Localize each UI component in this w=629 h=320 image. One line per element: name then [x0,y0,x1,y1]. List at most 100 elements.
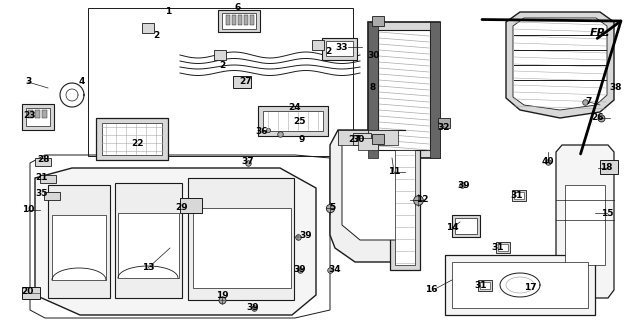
Text: 20: 20 [21,287,33,297]
Bar [358,138,378,150]
Bar [193,208,291,288]
Bar [42,110,47,118]
Bar [512,190,526,201]
Bar [438,118,450,128]
Bar [52,215,106,280]
Bar [496,242,510,253]
Bar [565,185,605,265]
Bar [102,123,162,155]
Bar [22,104,54,130]
Bar [445,255,595,315]
Bar [180,198,202,213]
Text: 31: 31 [492,243,504,252]
Bar [232,15,236,25]
Text: 15: 15 [601,209,613,218]
Bar [40,175,56,183]
Text: 10: 10 [22,205,34,214]
Bar [480,282,490,289]
Bar [478,280,492,291]
Text: 1: 1 [165,7,171,17]
Text: 5: 5 [329,203,335,212]
Bar [452,262,588,308]
Bar [368,22,378,158]
Bar [312,40,324,50]
Text: 21: 21 [36,173,48,182]
Bar [263,111,323,131]
Bar [368,22,440,158]
Polygon shape [342,143,410,240]
Text: FR.: FR. [590,28,611,38]
Bar [222,13,256,29]
Text: 38: 38 [610,83,622,92]
Polygon shape [556,145,614,298]
Text: 27: 27 [348,135,361,145]
Text: 18: 18 [599,164,612,172]
Text: 11: 11 [387,167,400,177]
Polygon shape [188,178,294,300]
Bar [455,218,477,234]
Bar [218,10,260,32]
Bar [452,215,480,237]
Bar [233,76,251,88]
Text: 2: 2 [325,47,331,57]
Bar [258,106,328,136]
Bar [250,15,254,25]
Bar [28,110,33,118]
Text: 37: 37 [242,157,254,166]
Text: 33: 33 [336,43,348,52]
Text: 27: 27 [240,77,252,86]
Bar [44,192,60,200]
Text: 23: 23 [24,110,36,119]
Bar [338,130,368,145]
Polygon shape [506,12,614,118]
Text: 17: 17 [524,283,537,292]
Polygon shape [115,183,182,298]
Bar [238,15,242,25]
Text: 25: 25 [294,117,306,126]
Bar [26,108,50,126]
Bar [35,158,51,166]
Text: 3: 3 [25,77,31,86]
Text: 16: 16 [425,284,437,293]
Text: 31: 31 [475,281,487,290]
Text: 39: 39 [458,180,470,189]
Text: 8: 8 [370,83,376,92]
Text: 36: 36 [256,126,268,135]
Bar [88,8,353,156]
Bar [395,150,415,265]
Text: 12: 12 [416,196,428,204]
Bar [514,192,524,199]
Bar [322,38,357,60]
Text: 28: 28 [38,156,50,164]
Text: 34: 34 [329,266,342,275]
Text: 29: 29 [175,203,188,212]
Bar [498,244,508,251]
Text: 40: 40 [542,157,554,166]
Bar [378,30,430,150]
Text: 39: 39 [247,302,259,311]
Bar [35,110,40,118]
Text: 30: 30 [353,135,365,145]
Bar [390,145,420,270]
Bar [430,22,440,158]
Text: 19: 19 [216,291,228,300]
Bar [142,23,154,33]
Text: 2: 2 [219,60,225,69]
Text: 13: 13 [142,263,154,273]
Bar [600,160,618,174]
Polygon shape [48,185,110,298]
Polygon shape [35,168,316,315]
Text: 39: 39 [299,231,313,241]
Text: 2: 2 [153,30,159,39]
Text: 9: 9 [299,135,305,145]
Polygon shape [330,130,420,262]
Bar [96,118,168,160]
Bar [372,16,384,26]
Polygon shape [513,18,607,110]
Text: 14: 14 [446,223,459,233]
Text: 26: 26 [592,114,604,123]
Bar [368,130,398,145]
Bar [326,41,353,56]
Text: 6: 6 [235,4,241,12]
Text: 35: 35 [36,188,48,197]
